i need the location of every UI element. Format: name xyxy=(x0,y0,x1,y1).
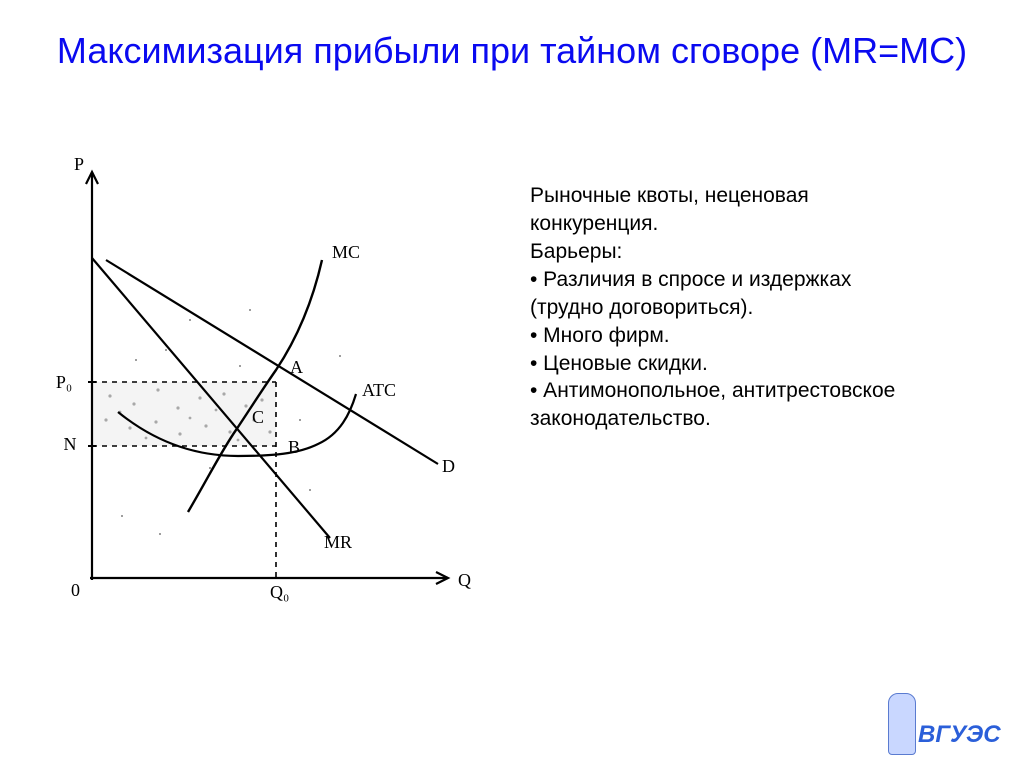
label-c: C xyxy=(252,407,264,427)
barrier-3: • Ценовые скидки. xyxy=(530,350,1005,378)
curve-label-mc: MC xyxy=(332,242,360,262)
lead-line-1: Рыночные квоты, неценовая xyxy=(530,182,1005,210)
axis-label-q: Q xyxy=(458,570,471,590)
label-p0: P₀ xyxy=(56,372,72,392)
label-b: B xyxy=(288,437,300,457)
barriers-header: Барьеры: xyxy=(530,238,1005,266)
axis-label-p: P xyxy=(74,154,84,174)
curve-label-d: D xyxy=(442,456,455,476)
explanation-text: Рыночные квоты, неценовая конкуренция. Б… xyxy=(530,182,1005,433)
barrier-1b: (трудно договориться). xyxy=(530,294,1005,322)
chart-svg: P 0 Q P₀ N Q₀ A B C MC ATC D MR xyxy=(40,150,500,630)
logo-figure-icon xyxy=(888,693,916,755)
slide-content: P 0 Q P₀ N Q₀ A B C MC ATC D MR xyxy=(0,150,1024,710)
axes xyxy=(86,172,448,584)
axis-label-o: 0 xyxy=(71,580,80,600)
slide-title: Максимизация прибыли при тайном сговоре … xyxy=(0,0,1024,73)
logo-text: ВГУЭС xyxy=(918,721,1001,749)
curve-label-atc: ATC xyxy=(362,380,396,400)
curve-label-mr: MR xyxy=(324,532,352,552)
lead-line-2: конкуренция. xyxy=(530,210,1005,238)
label-a: A xyxy=(290,357,303,377)
label-n: N xyxy=(64,434,77,454)
barrier-4b: законодательство. xyxy=(530,405,1005,433)
profit-max-diagram: P 0 Q P₀ N Q₀ A B C MC ATC D MR xyxy=(40,150,500,630)
vgues-logo: ВГУЭС xyxy=(886,691,1006,757)
barrier-2: • Много фирм. xyxy=(530,322,1005,350)
barrier-1a: • Различия в спросе и издержках xyxy=(530,266,1005,294)
barrier-4a: • Антимонопольное, антитрестовское xyxy=(530,377,1005,405)
label-q0: Q₀ xyxy=(270,582,289,602)
